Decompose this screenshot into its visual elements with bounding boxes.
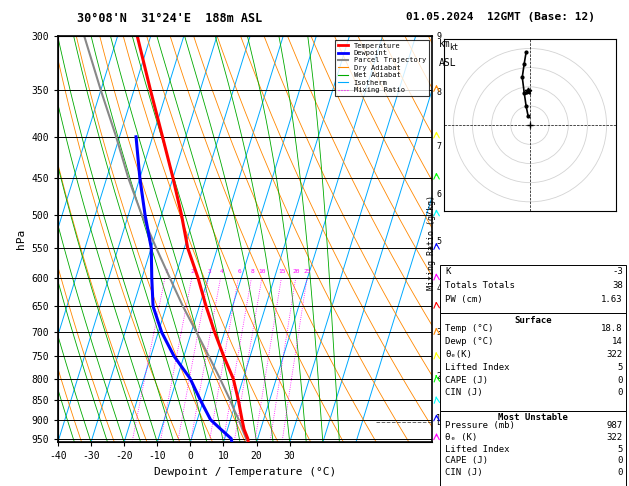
Text: 8: 8 (437, 87, 442, 97)
Text: 3: 3 (437, 328, 442, 337)
Text: 0: 0 (617, 376, 623, 384)
Text: Mixing Ratio (g/kg): Mixing Ratio (g/kg) (427, 195, 436, 291)
Text: 6: 6 (437, 190, 442, 199)
Text: 14: 14 (612, 337, 623, 346)
Text: CAPE (J): CAPE (J) (445, 456, 488, 466)
Text: Surface: Surface (515, 316, 552, 325)
Text: 0: 0 (617, 388, 623, 398)
Text: Pressure (mb): Pressure (mb) (445, 421, 515, 431)
Text: θₑ (K): θₑ (K) (445, 433, 477, 442)
Text: 322: 322 (606, 350, 623, 359)
Text: 20: 20 (292, 269, 300, 274)
Text: 0: 0 (617, 456, 623, 466)
Text: 3: 3 (207, 269, 211, 274)
Text: 4: 4 (220, 269, 223, 274)
Text: 15: 15 (278, 269, 286, 274)
Text: 1.63: 1.63 (601, 295, 623, 304)
Text: ASL: ASL (439, 58, 457, 69)
Text: -3: -3 (612, 267, 623, 277)
Text: CAPE (J): CAPE (J) (445, 376, 488, 384)
Text: 0: 0 (617, 468, 623, 477)
Text: Most Unstable: Most Unstable (498, 413, 568, 422)
Text: LCL: LCL (437, 418, 451, 427)
Text: kt: kt (449, 43, 459, 52)
Text: 1: 1 (164, 269, 167, 274)
Y-axis label: hPa: hPa (16, 229, 26, 249)
Text: 30°08'N  31°24'E  188m ASL: 30°08'N 31°24'E 188m ASL (77, 12, 262, 25)
Text: CIN (J): CIN (J) (445, 388, 483, 398)
Text: Dewp (°C): Dewp (°C) (445, 337, 494, 346)
Text: 5: 5 (617, 363, 623, 372)
Text: 8: 8 (250, 269, 254, 274)
Text: Temp (°C): Temp (°C) (445, 324, 494, 333)
Text: 6: 6 (237, 269, 241, 274)
Legend: Temperature, Dewpoint, Parcel Trajectory, Dry Adiabat, Wet Adiabat, Isotherm, Mi: Temperature, Dewpoint, Parcel Trajectory… (335, 40, 428, 96)
Text: km: km (439, 39, 451, 49)
Text: 25: 25 (304, 269, 311, 274)
Text: 4: 4 (437, 284, 442, 293)
Text: 01.05.2024  12GMT (Base: 12): 01.05.2024 12GMT (Base: 12) (406, 12, 594, 22)
Text: K: K (445, 267, 451, 277)
Text: 18.8: 18.8 (601, 324, 623, 333)
Text: 10: 10 (259, 269, 266, 274)
Text: 5: 5 (437, 237, 442, 246)
Text: θₑ(K): θₑ(K) (445, 350, 472, 359)
Text: 2: 2 (437, 372, 442, 381)
Text: 2: 2 (191, 269, 194, 274)
Text: 9: 9 (437, 32, 442, 41)
Text: 987: 987 (606, 421, 623, 431)
Text: 5: 5 (617, 445, 623, 454)
Text: 38: 38 (612, 281, 623, 290)
Text: CIN (J): CIN (J) (445, 468, 483, 477)
Text: Lifted Index: Lifted Index (445, 445, 510, 454)
Text: PW (cm): PW (cm) (445, 295, 483, 304)
Text: 1: 1 (437, 415, 442, 423)
Text: Lifted Index: Lifted Index (445, 363, 510, 372)
Text: 322: 322 (606, 433, 623, 442)
Text: 7: 7 (437, 142, 442, 151)
X-axis label: Dewpoint / Temperature (°C): Dewpoint / Temperature (°C) (154, 467, 336, 477)
Text: Totals Totals: Totals Totals (445, 281, 515, 290)
